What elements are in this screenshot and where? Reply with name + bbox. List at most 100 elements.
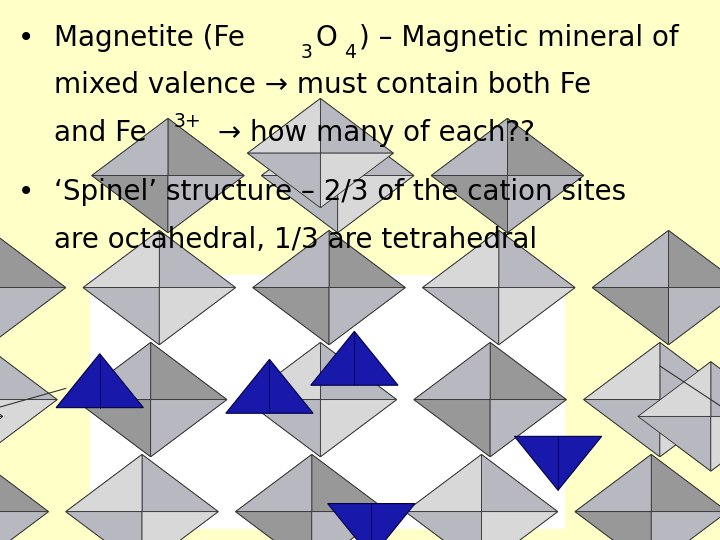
Polygon shape [668,288,720,345]
Polygon shape [0,455,48,511]
Polygon shape [0,455,48,540]
Polygon shape [328,504,415,540]
FancyBboxPatch shape [90,275,565,529]
Polygon shape [638,362,720,471]
Polygon shape [312,511,388,540]
Polygon shape [508,118,584,176]
Polygon shape [584,400,660,457]
Polygon shape [74,342,150,400]
Polygon shape [499,231,575,288]
Polygon shape [0,231,66,345]
Polygon shape [74,400,150,457]
Polygon shape [66,455,218,540]
Polygon shape [83,288,159,345]
Polygon shape [248,98,393,208]
Polygon shape [431,118,584,233]
Text: Magnetite (Fe: Magnetite (Fe [54,24,245,52]
Polygon shape [261,176,338,233]
Polygon shape [0,416,3,471]
Polygon shape [150,400,227,457]
Polygon shape [0,400,57,457]
Polygon shape [660,342,720,400]
Polygon shape [514,436,602,490]
Polygon shape [490,400,567,457]
Polygon shape [235,511,312,540]
Polygon shape [0,511,48,540]
Polygon shape [0,342,57,400]
Polygon shape [329,231,405,288]
Polygon shape [320,153,393,208]
Polygon shape [711,362,720,416]
Polygon shape [0,288,66,345]
Polygon shape [0,362,3,471]
Polygon shape [320,400,397,457]
Polygon shape [338,118,414,176]
Polygon shape [405,511,482,540]
Polygon shape [226,359,313,413]
Polygon shape [74,342,227,457]
Polygon shape [490,342,567,400]
Polygon shape [638,416,711,471]
Polygon shape [253,231,405,345]
Polygon shape [235,455,388,540]
Polygon shape [66,455,142,511]
Polygon shape [311,332,398,385]
Polygon shape [168,176,244,233]
Polygon shape [91,176,168,233]
Text: and Fe: and Fe [54,119,147,147]
Polygon shape [638,362,711,416]
Polygon shape [261,118,338,176]
Polygon shape [584,342,660,400]
Text: → how many of each??: → how many of each?? [210,119,536,147]
Polygon shape [593,231,668,288]
Polygon shape [508,176,584,233]
Polygon shape [244,342,320,400]
Polygon shape [414,400,490,457]
Text: •: • [18,178,35,206]
Text: mixed valence → must contain both Fe: mixed valence → must contain both Fe [54,71,591,99]
Polygon shape [142,511,218,540]
Polygon shape [414,342,567,457]
Polygon shape [431,176,508,233]
Polygon shape [575,455,720,540]
Polygon shape [235,455,312,511]
Polygon shape [159,288,235,345]
Text: ‘Spinel’ structure – 2/3 of the cation sites: ‘Spinel’ structure – 2/3 of the cation s… [54,178,626,206]
Text: 3+: 3+ [174,112,202,131]
Text: 3: 3 [300,43,312,62]
Text: O: O [315,24,338,52]
Polygon shape [482,511,558,540]
Text: •: • [18,24,35,52]
Polygon shape [575,455,652,511]
Polygon shape [261,118,414,233]
Polygon shape [482,455,558,511]
Polygon shape [91,118,244,233]
Polygon shape [423,231,575,345]
Polygon shape [0,231,66,288]
Polygon shape [652,511,720,540]
Polygon shape [244,400,320,457]
Polygon shape [575,511,652,540]
Polygon shape [66,511,142,540]
Polygon shape [91,118,168,176]
Polygon shape [405,455,558,540]
Polygon shape [499,288,575,345]
Polygon shape [320,342,397,400]
Polygon shape [584,342,720,457]
Polygon shape [244,342,397,457]
Polygon shape [83,231,159,288]
Polygon shape [593,231,720,345]
Text: 4: 4 [343,43,356,62]
Polygon shape [168,118,244,176]
Polygon shape [660,400,720,457]
Polygon shape [248,153,320,208]
Polygon shape [312,455,388,511]
Polygon shape [150,342,227,400]
Polygon shape [338,176,414,233]
Text: are octahedral, 1/3 are tetrahedral: are octahedral, 1/3 are tetrahedral [54,226,537,254]
Text: ) – Magnetic mineral of: ) – Magnetic mineral of [359,24,679,52]
Polygon shape [248,98,320,153]
Polygon shape [0,362,3,416]
Polygon shape [711,416,720,471]
Polygon shape [0,342,57,457]
